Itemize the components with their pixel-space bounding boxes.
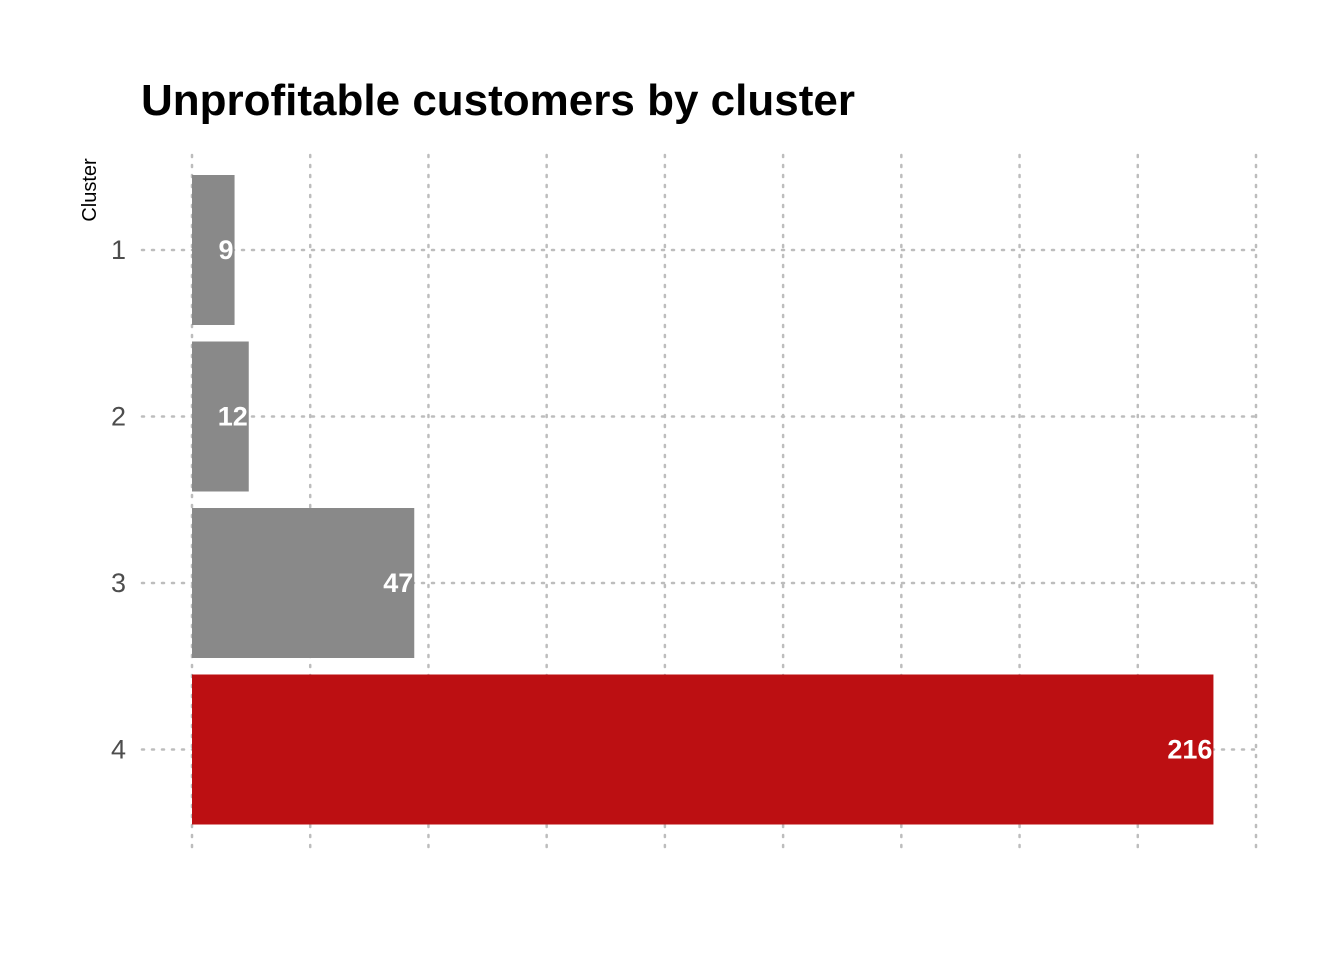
bar-cluster-2 xyxy=(192,341,249,492)
data-label: 9 xyxy=(219,235,234,265)
data-label: 12 xyxy=(218,402,248,432)
y-tick-label: 4 xyxy=(111,735,126,765)
data-label: 216 xyxy=(1167,735,1212,765)
chart-title: Unprofitable customers by cluster xyxy=(141,76,855,125)
data-label: 47 xyxy=(383,568,413,598)
data-labels: 9 12 47 216 xyxy=(218,235,1213,765)
y-tick-label: 1 xyxy=(111,235,126,265)
bar-cluster-4 xyxy=(192,674,1214,825)
y-tick-label: 2 xyxy=(111,402,126,432)
bars xyxy=(192,175,1214,825)
bar-cluster-1 xyxy=(192,175,235,325)
y-tick-labels: 1 2 3 4 xyxy=(111,235,126,765)
y-tick-label: 3 xyxy=(111,568,126,598)
bar-cluster-3 xyxy=(192,508,415,658)
y-axis-title: Cluster xyxy=(79,158,101,222)
